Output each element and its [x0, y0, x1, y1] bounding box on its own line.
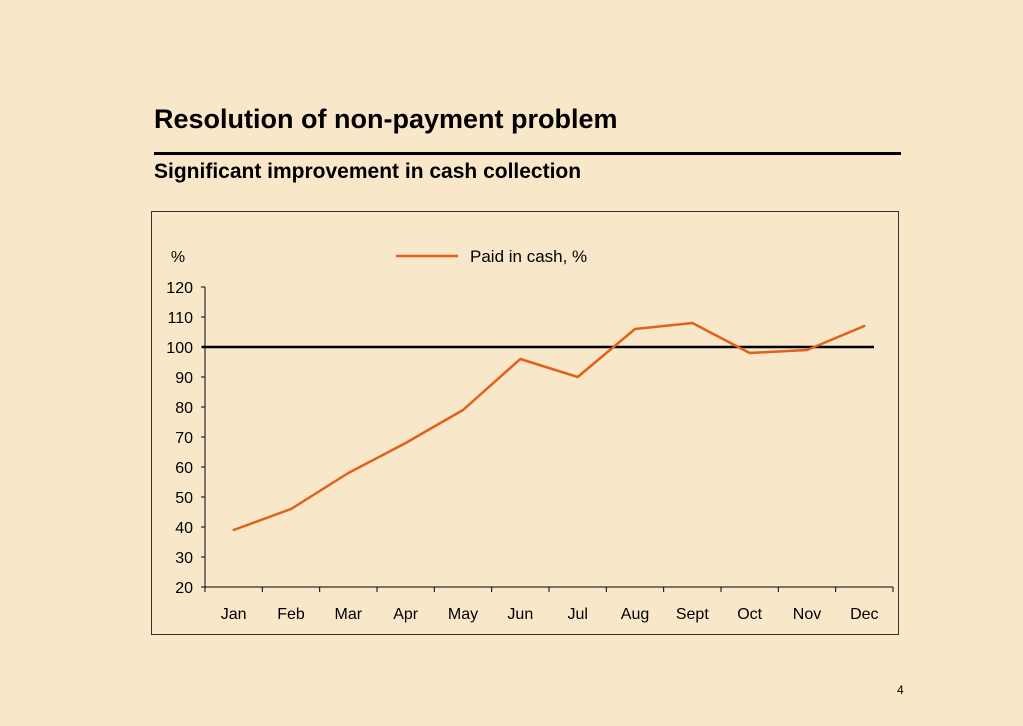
y-tick-label: 50	[175, 490, 193, 507]
x-tick-label: Feb	[277, 606, 305, 623]
x-tick-label: Apr	[393, 606, 419, 623]
y-tick-label: 90	[175, 370, 193, 387]
data-point	[691, 321, 694, 325]
line-chart: 20 30 40 50 60 70 80 90 100 110 120 Jan Feb Mar Apr May…	[166, 247, 894, 623]
x-tick-label: Nov	[793, 606, 821, 623]
x-tick-label: Mar	[335, 606, 363, 623]
legend-label: Paid in cash, %	[470, 247, 587, 266]
y-tick-label: 30	[175, 550, 193, 567]
data-point	[576, 375, 579, 379]
y-axis-label: %	[171, 249, 185, 266]
y-tick-label: 70	[175, 430, 193, 447]
data-point	[805, 348, 809, 352]
data-point	[232, 528, 235, 532]
x-tick-label: Oct	[737, 606, 762, 623]
data-point	[404, 441, 407, 445]
y-tick-label: 20	[175, 580, 193, 597]
data-point	[633, 327, 637, 331]
data-point	[289, 507, 293, 511]
x-tick-label: Jun	[507, 606, 533, 623]
y-tick-label: 100	[166, 340, 193, 357]
data-point	[748, 351, 751, 355]
x-tick-label: Jan	[221, 606, 247, 623]
y-tick-label: 110	[167, 310, 193, 327]
y-tick-label: 60	[175, 460, 193, 477]
x-tick-label: May	[448, 606, 478, 623]
slide-title: Resolution of non-payment problem	[154, 104, 618, 134]
series-line-paid-in-cash	[233, 321, 865, 532]
y-tick-label: 80	[175, 400, 193, 417]
data-point	[461, 408, 465, 412]
x-tick-label: Aug	[621, 606, 649, 623]
title-divider	[154, 152, 901, 155]
data-point	[347, 471, 350, 475]
data-point	[863, 324, 866, 328]
page-number: 4	[897, 683, 904, 697]
y-tick-label: 40	[175, 520, 193, 537]
x-tick-label: Jul	[567, 606, 587, 623]
data-point	[519, 357, 522, 361]
chart-frame: 20 30 40 50 60 70 80 90 100 110 120 Jan Feb Mar Apr May…	[151, 211, 899, 635]
y-tick-label: 120	[166, 280, 193, 297]
x-tick-label: Dec	[850, 606, 878, 623]
slide-subtitle: Significant improvement in cash collecti…	[154, 160, 582, 183]
x-tick-label: Sept	[676, 606, 709, 623]
